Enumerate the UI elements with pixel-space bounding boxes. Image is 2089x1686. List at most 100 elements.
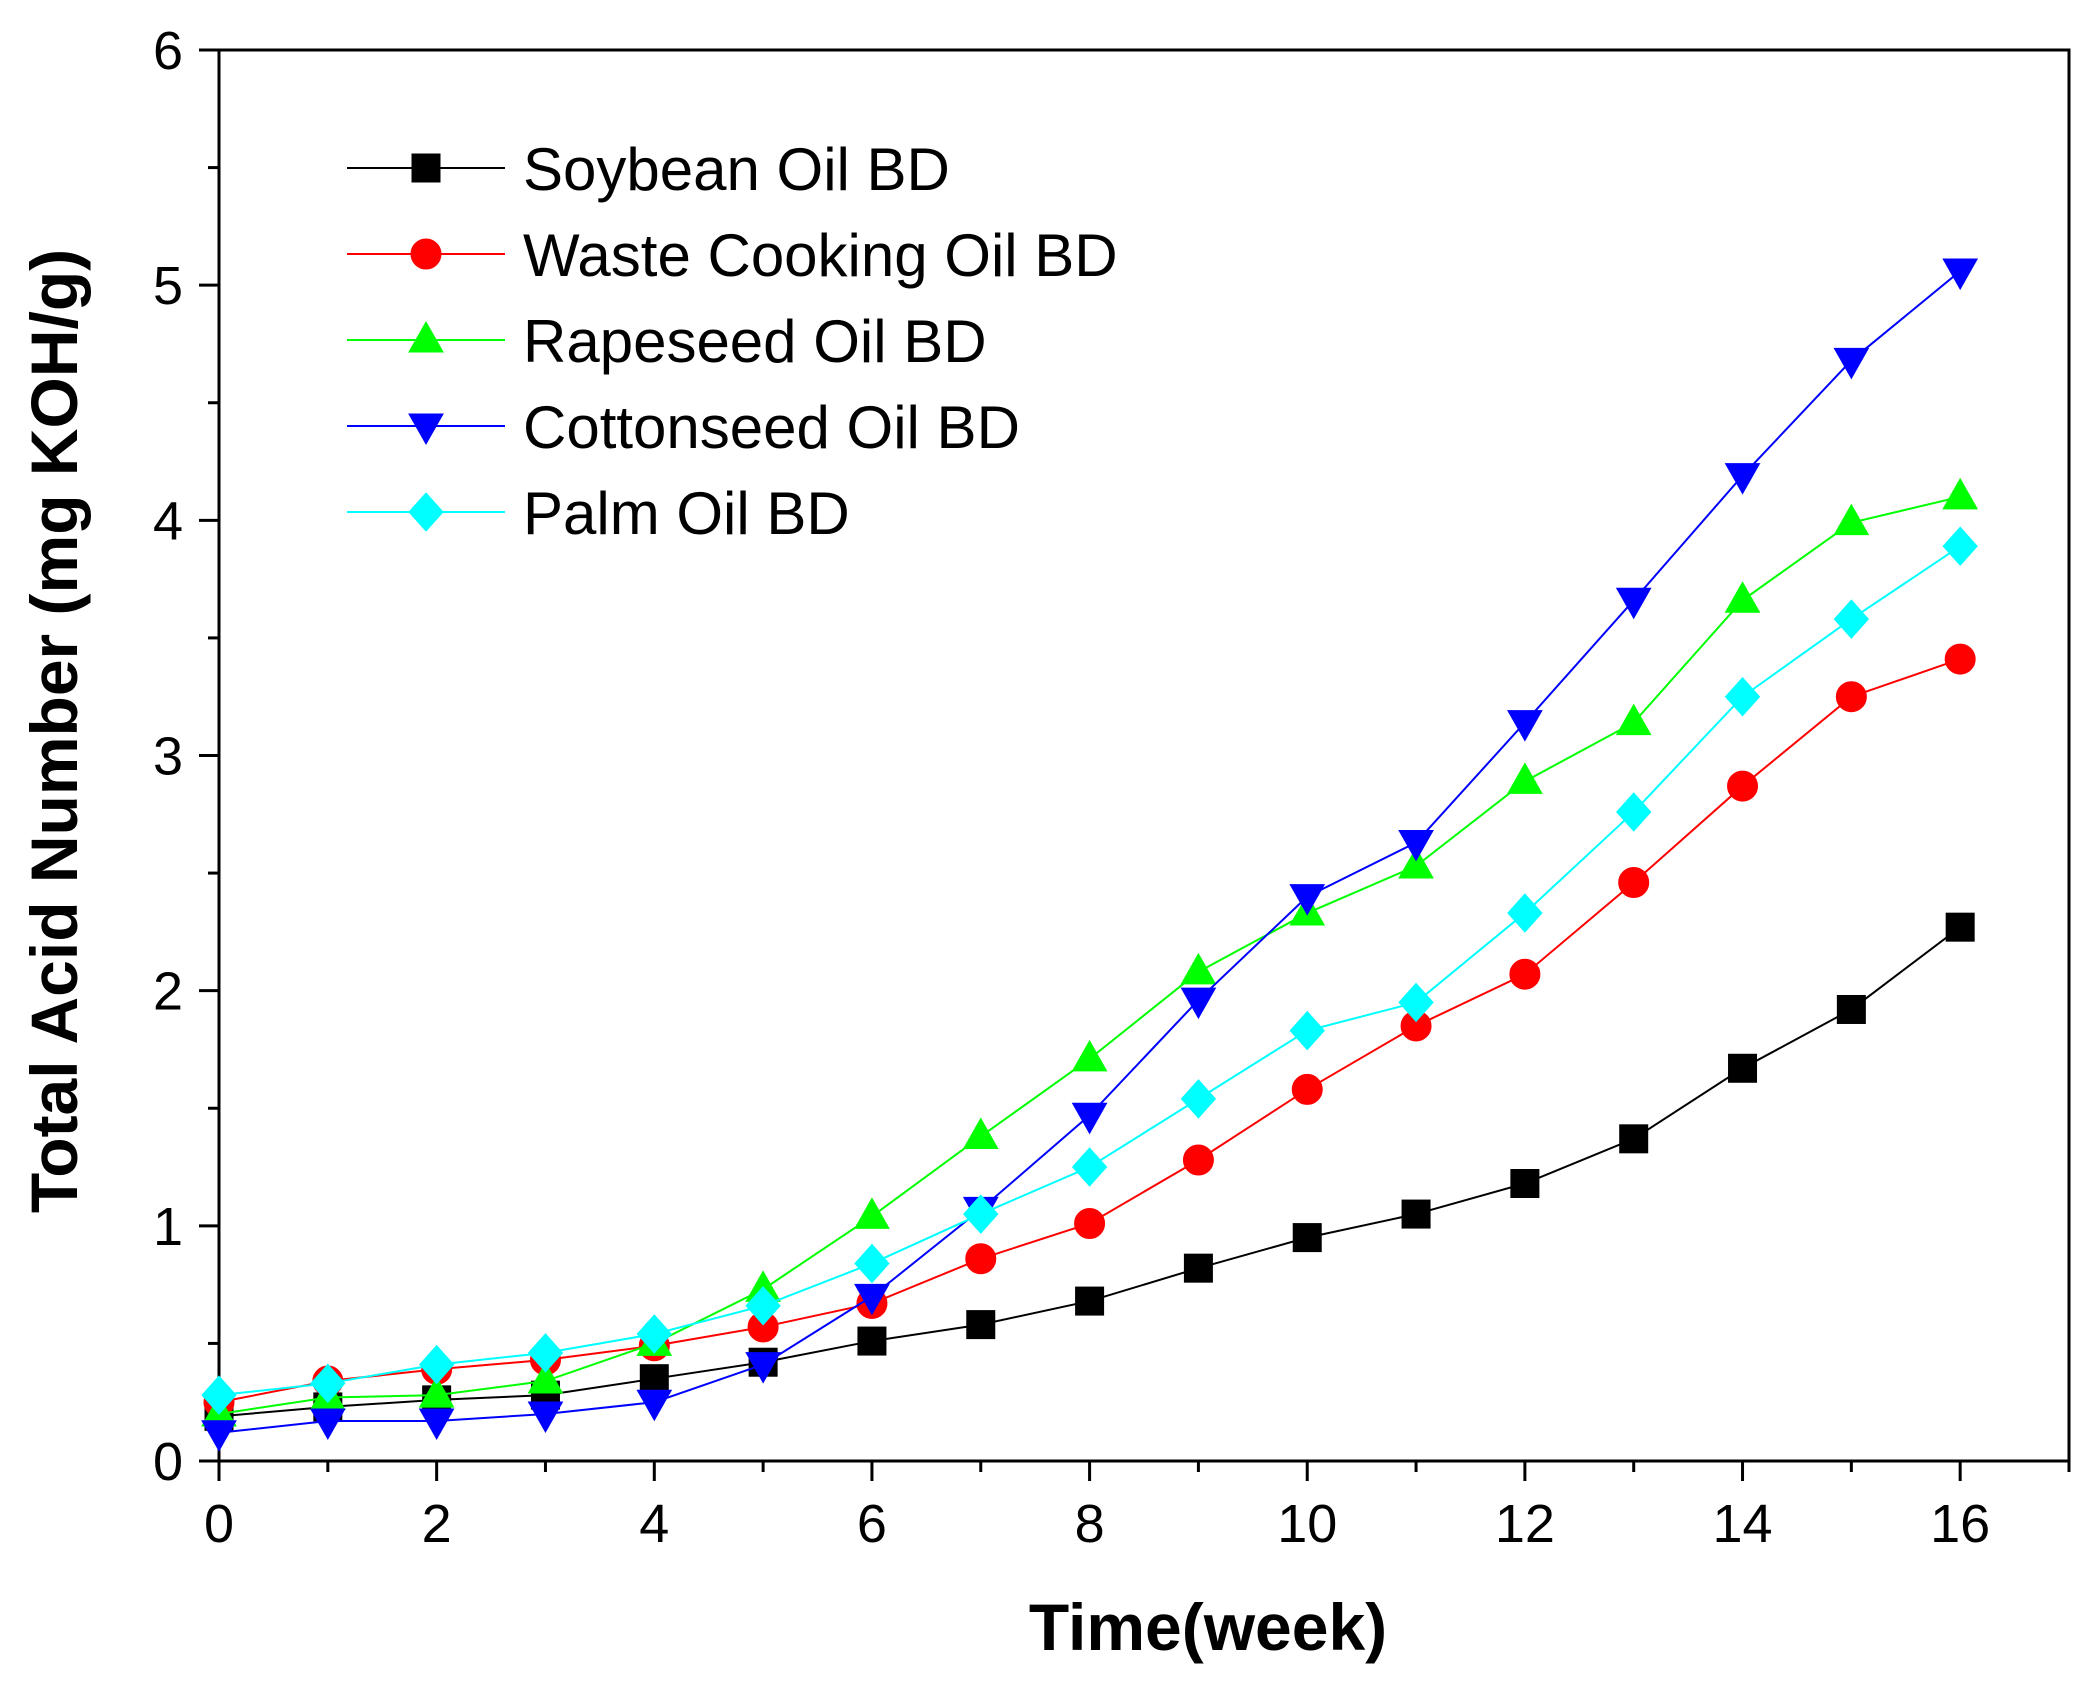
data-point <box>1075 1286 1105 1316</box>
x-tick-label: 2 <box>422 1494 452 1554</box>
legend-entry: Soybean Oil BD <box>347 136 950 203</box>
data-point <box>527 1401 564 1433</box>
data-point <box>1945 912 1975 942</box>
data-point <box>1833 347 1870 380</box>
data-point <box>1401 1199 1431 1229</box>
x-axis-title: Time(week) <box>1029 1590 1387 1664</box>
y-tick-label: 6 <box>153 21 183 81</box>
data-point <box>854 1283 890 1316</box>
data-point <box>1615 587 1652 620</box>
data-point <box>854 1197 890 1229</box>
data-point <box>1071 1147 1108 1187</box>
legend-marker <box>408 492 444 532</box>
data-point <box>1835 681 1867 713</box>
data-point <box>309 1408 346 1441</box>
series-line <box>218 545 1961 1397</box>
data-point <box>966 1310 996 1340</box>
data-point <box>1727 770 1759 802</box>
data-point <box>1292 1223 1322 1253</box>
data-point <box>1942 258 1979 291</box>
data-point <box>1616 792 1652 832</box>
legend-label: Rapeseed Oil BD <box>523 308 987 375</box>
data-point <box>418 1344 455 1385</box>
x-tick-label: 4 <box>639 1494 669 1554</box>
y-tick-label: 5 <box>153 256 183 316</box>
x-tick-label: 0 <box>204 1494 234 1554</box>
series-line <box>218 270 1961 1434</box>
series-2 <box>201 477 1979 1427</box>
data-point <box>1618 866 1650 898</box>
legend-entry: Waste Cooking Oil BD <box>347 222 1118 289</box>
plot-frame <box>217 48 2071 1463</box>
legend-marker <box>408 320 444 353</box>
data-point <box>1615 703 1652 736</box>
data-point <box>962 1117 999 1149</box>
data-point <box>1724 676 1761 717</box>
data-point <box>1509 958 1541 990</box>
series-4 <box>201 526 1978 1415</box>
series-line <box>218 495 1961 1415</box>
data-point <box>201 1375 237 1415</box>
legend-entry: Rapeseed Oil BD <box>347 308 987 375</box>
data-point <box>965 1243 997 1275</box>
data-point <box>1071 1102 1108 1135</box>
legend-marker <box>408 413 444 446</box>
legend-marker <box>411 153 441 183</box>
legend-marker <box>410 238 442 270</box>
data-point <box>1942 526 1978 566</box>
data-point <box>745 1286 781 1326</box>
legend-entry: Cottonseed Oil BD <box>347 394 1020 461</box>
x-tick-label: 8 <box>1075 1494 1105 1554</box>
data-point <box>1833 503 1870 536</box>
data-point <box>1180 987 1217 1020</box>
legend: Soybean Oil BD Waste Cooking Oil BD Rapese… <box>347 136 1118 547</box>
data-point <box>745 1352 781 1384</box>
x-tick-label: 6 <box>857 1494 887 1554</box>
y-tick-label: 4 <box>153 491 183 551</box>
x-tick-label: 12 <box>1495 1494 1555 1554</box>
data-point <box>1074 1207 1106 1239</box>
legend-label: Waste Cooking Oil BD <box>523 222 1118 289</box>
y-tick-label: 2 <box>153 962 183 1022</box>
x-tick-label: 16 <box>1930 1494 1990 1554</box>
legend-label: Soybean Oil BD <box>523 136 950 203</box>
y-tick-label: 0 <box>153 1432 183 1492</box>
data-point <box>1724 581 1761 613</box>
data-point <box>1289 1010 1325 1051</box>
data-point <box>636 1314 672 1354</box>
data-point <box>1398 982 1434 1023</box>
data-point <box>1507 710 1543 742</box>
legend-label: Palm Oil BD <box>523 480 850 547</box>
data-point <box>854 1243 890 1284</box>
y-tick-label: 1 <box>153 1197 183 1257</box>
data-point <box>1510 1169 1540 1199</box>
data-point <box>1180 1079 1217 1119</box>
data-point <box>527 1362 564 1394</box>
data-point <box>1291 1073 1323 1105</box>
data-point <box>1728 1053 1758 1083</box>
data-point <box>639 1364 669 1394</box>
data-point <box>1507 762 1543 794</box>
data-point <box>1398 847 1434 879</box>
y-tick-label: 3 <box>153 727 183 787</box>
data-point <box>527 1333 564 1373</box>
data-point <box>1833 599 1870 639</box>
data-point <box>1836 994 1866 1024</box>
data-point <box>963 1194 999 1234</box>
data-point <box>1507 893 1543 933</box>
data-point <box>1619 1124 1649 1154</box>
data-point <box>418 1376 455 1408</box>
y-axis-title: Total Acid Number (mg KOH/g) <box>17 249 91 1213</box>
data-point <box>1182 1144 1214 1176</box>
data-point <box>1724 463 1761 495</box>
series-3 <box>201 258 1979 1452</box>
data-point <box>201 1420 237 1452</box>
data-point <box>418 1408 455 1441</box>
data-point <box>1289 884 1326 916</box>
x-tick-label: 14 <box>1712 1494 1772 1554</box>
plot-series <box>201 258 1979 1452</box>
data-point <box>1942 477 1979 510</box>
data-point <box>1398 830 1434 862</box>
